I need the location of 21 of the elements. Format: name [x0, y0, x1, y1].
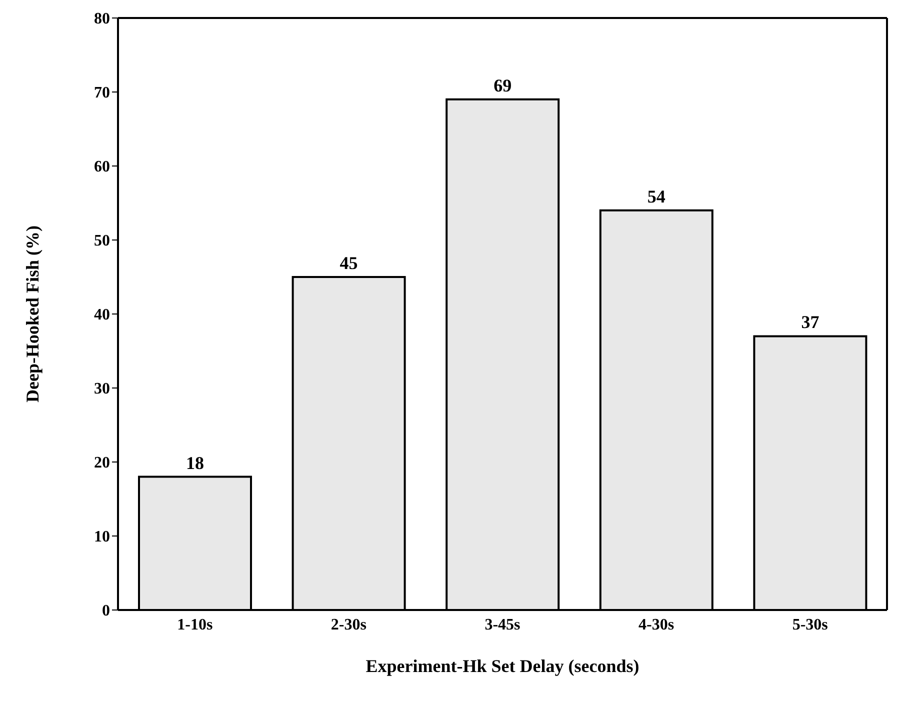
data-label: 45	[340, 253, 358, 273]
y-tick-label: 60	[94, 158, 110, 176]
y-tick-label: 0	[102, 602, 110, 620]
data-label: 69	[494, 75, 512, 96]
data-label: 37	[801, 312, 820, 332]
x-tick-label: 3-45s	[484, 616, 520, 634]
x-axis-title: Experiment-Hk Set Delay (seconds)	[366, 656, 640, 676]
y-axis-title: Deep-Hooked Fish (%)	[22, 226, 42, 402]
y-tick-label: 30	[94, 380, 110, 398]
x-tick-label: 2-30s	[330, 616, 366, 634]
y-tick-label: 80	[94, 10, 110, 28]
data-label: 18	[186, 452, 204, 473]
y-tick-label: 70	[94, 84, 110, 102]
x-tick-label: 5-30s	[792, 616, 828, 634]
y-tick-label: 20	[94, 454, 110, 472]
data-label: 54	[647, 186, 666, 206]
y-tick-label: 50	[94, 232, 110, 250]
x-tick-label: 4-30s	[638, 616, 674, 634]
y-tick-label: 40	[94, 306, 110, 324]
x-tick-label: 1-10s	[177, 616, 213, 634]
y-tick-label: 10	[94, 528, 110, 546]
